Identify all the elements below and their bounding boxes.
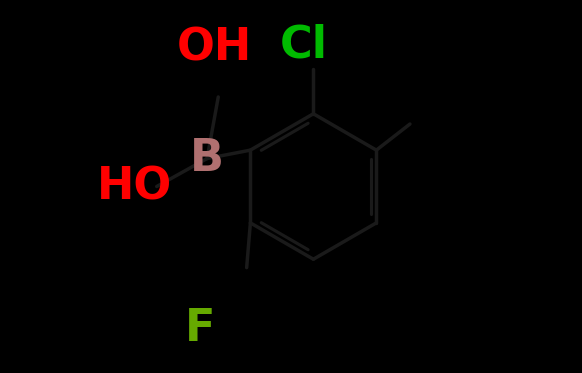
Text: OH: OH [177,27,252,70]
Text: HO: HO [97,165,172,208]
Text: Cl: Cl [280,23,328,66]
Text: B: B [190,137,224,180]
Text: F: F [184,307,215,350]
